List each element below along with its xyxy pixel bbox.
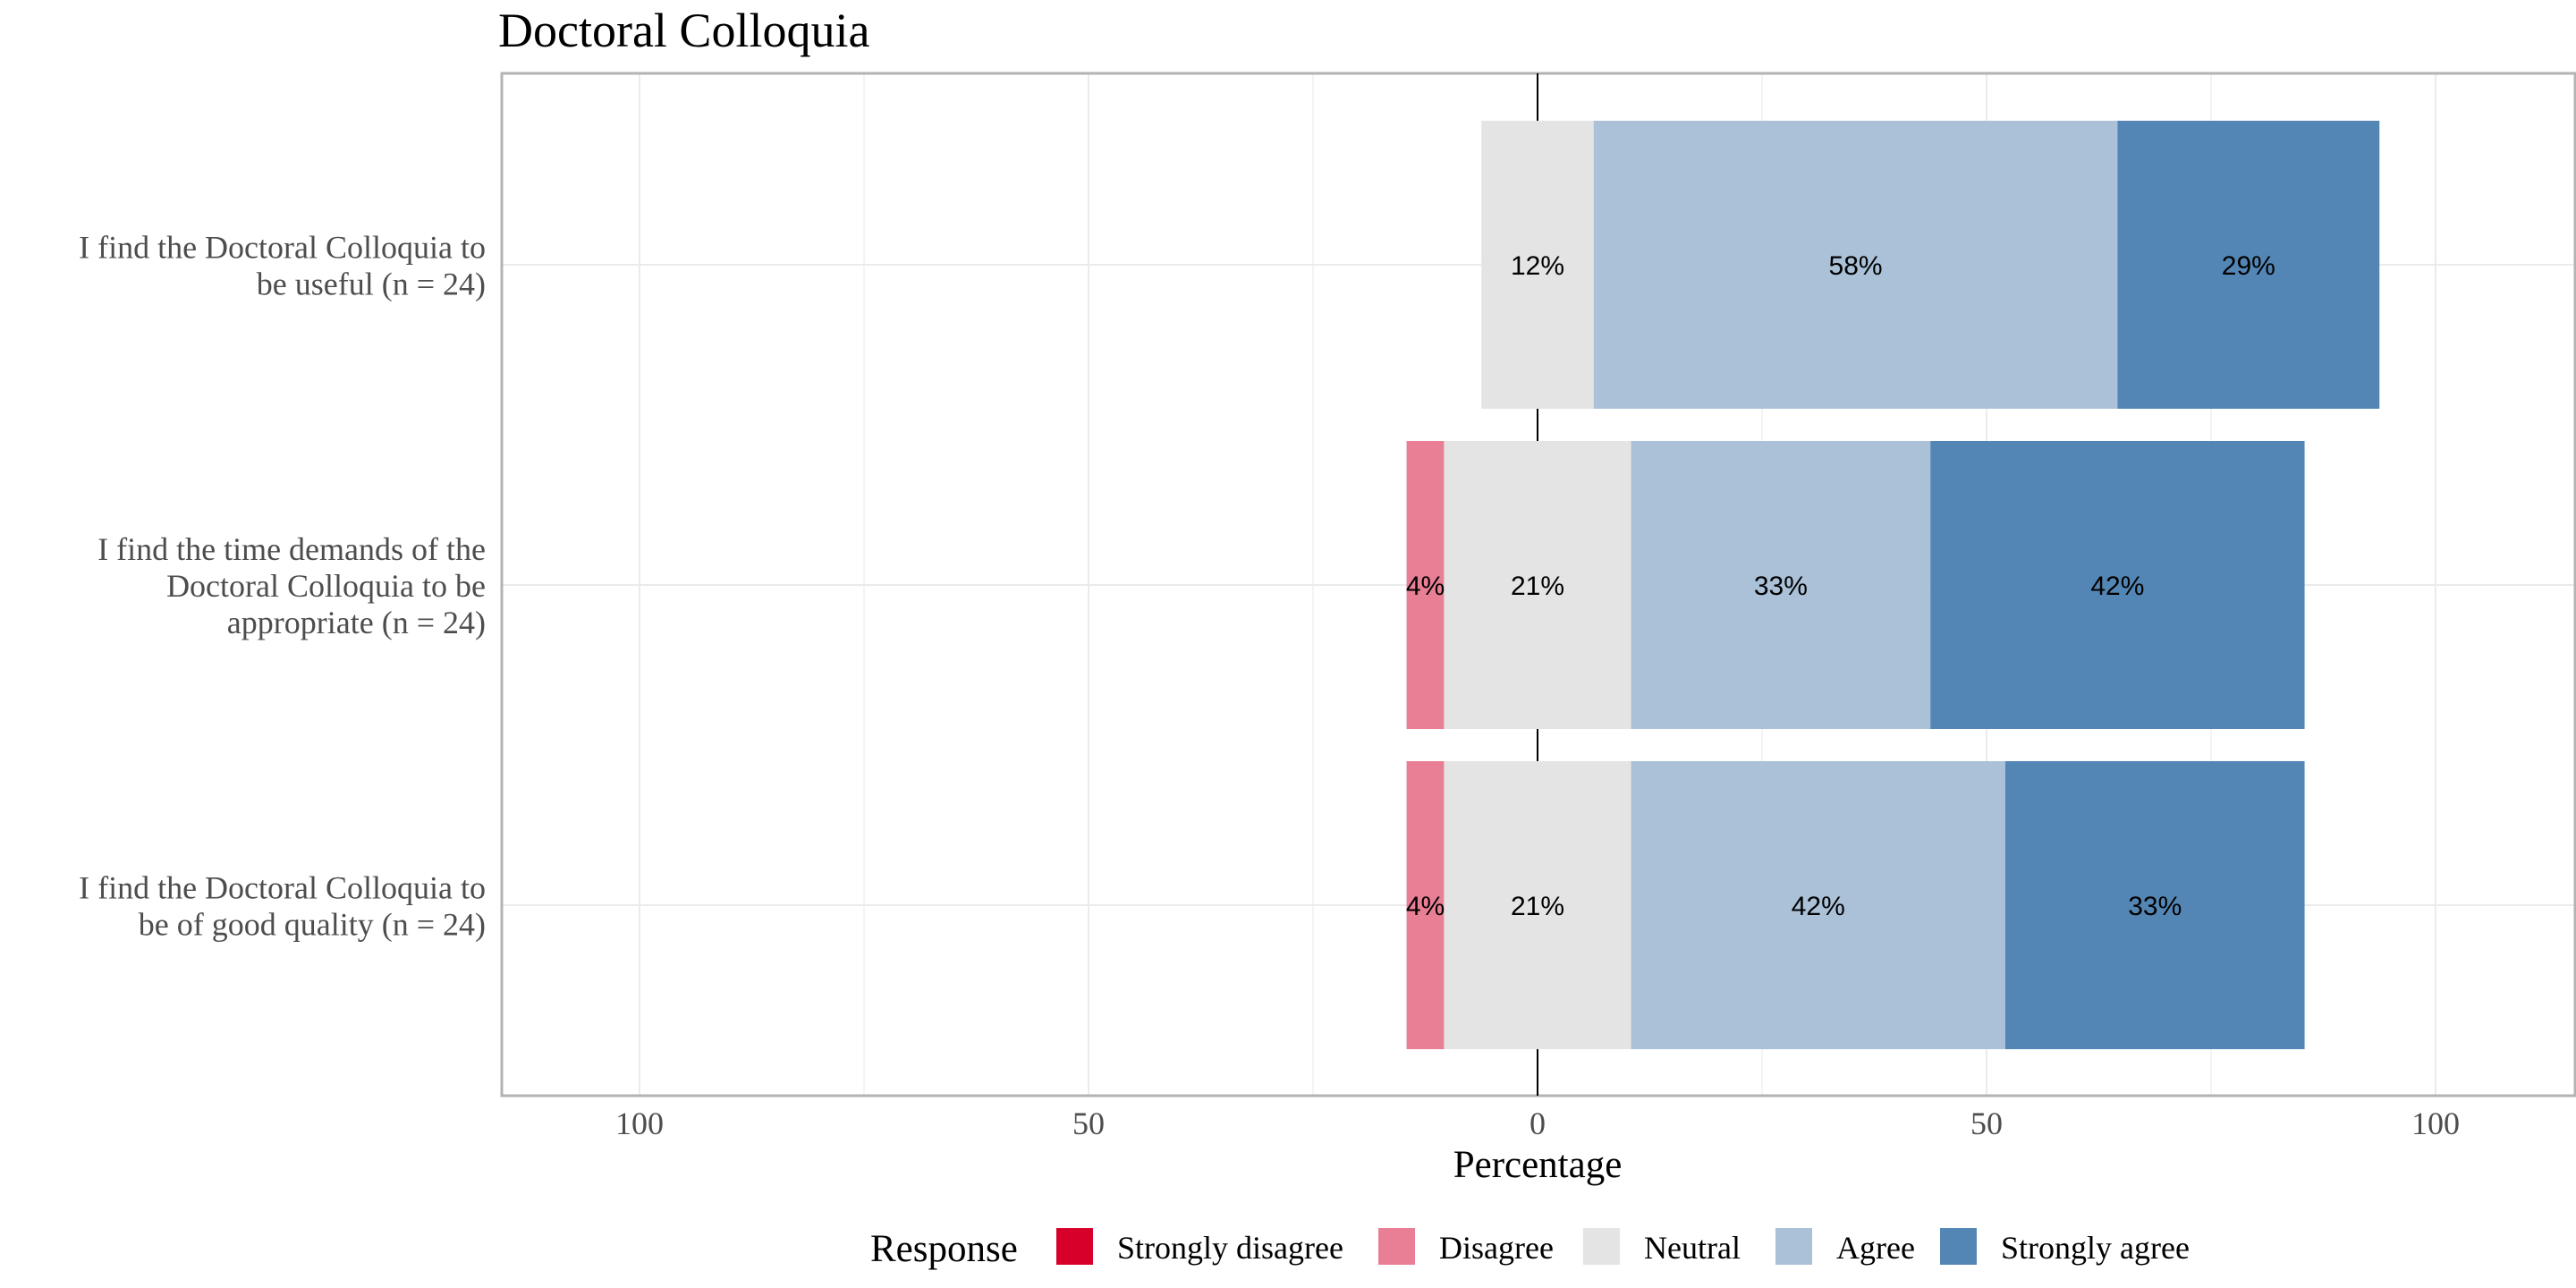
bar-segment-agree xyxy=(1631,441,1931,729)
bar-segment-neutral xyxy=(1444,441,1631,729)
bar-data-label: 4% xyxy=(1406,892,1445,921)
x-axis-tick-label: 0 xyxy=(1530,1106,1546,1141)
legend-label: Strongly disagree xyxy=(1117,1230,1343,1266)
bar-data-label: 33% xyxy=(1754,572,1808,601)
bar-segment-disagree xyxy=(1406,761,1445,1049)
bar-data-label: 21% xyxy=(1511,892,1564,921)
legend-key-agree xyxy=(1775,1228,1812,1265)
legend-key-strongly-agree xyxy=(1940,1228,1977,1265)
y-axis-label: I find the time demands of the xyxy=(97,531,486,567)
y-axis-label: Doctoral Colloquia to be xyxy=(166,568,486,604)
bar-segment-strongly-agree xyxy=(2117,121,2380,409)
chart-title: Doctoral Colloquia xyxy=(498,4,869,57)
y-axis-label: appropriate (n = 24) xyxy=(227,605,486,640)
y-axis-label: I find the Doctoral Colloquia to xyxy=(79,230,486,266)
x-axis-tick-label: 100 xyxy=(615,1106,664,1141)
x-axis-tick-label: 100 xyxy=(2411,1106,2460,1141)
bar-data-label: 33% xyxy=(2128,892,2182,921)
legend-label: Disagree xyxy=(1439,1230,1554,1266)
legend-key-disagree xyxy=(1378,1228,1415,1265)
bar-data-label: 29% xyxy=(2222,251,2275,281)
bar-data-label: 42% xyxy=(1792,892,1845,921)
x-axis-tick-label: 50 xyxy=(1072,1106,1105,1141)
bar-segment-strongly-agree xyxy=(1930,441,2305,729)
bar-data-label: 4% xyxy=(1406,572,1445,601)
legend-label: Strongly agree xyxy=(2001,1230,2190,1266)
legend-title: Response xyxy=(870,1228,1018,1270)
y-axis-label: be of good quality (n = 24) xyxy=(139,907,486,943)
legend-label: Neutral xyxy=(1644,1230,1741,1266)
x-axis-title: Percentage xyxy=(1453,1144,1623,1186)
y-axis-label: be useful (n = 24) xyxy=(257,267,486,302)
legend-key-strongly-disagree xyxy=(1056,1228,1093,1265)
x-axis-tick-label: 50 xyxy=(1970,1106,2003,1141)
legend-key-neutral xyxy=(1583,1228,1620,1265)
bar-segment-disagree xyxy=(1406,441,1445,729)
legend-label: Agree xyxy=(1836,1230,1915,1266)
legend: Response Strongly disagree Disagree Neutral… xyxy=(870,1228,2190,1270)
x-axis-ticks: 100 50 0 50 100 xyxy=(615,1106,2460,1141)
bar-segment-agree xyxy=(1631,761,2005,1049)
y-axis-label: I find the Doctoral Colloquia to xyxy=(79,870,486,906)
bar-data-label: 58% xyxy=(1829,251,1883,281)
bar-data-label: 12% xyxy=(1511,251,1564,281)
bar-data-label: 42% xyxy=(2090,572,2144,601)
labels-layer: 12% 58% 29% 4% 21% 33% 42% 4% 21% 42% 33% xyxy=(1406,251,2275,921)
bar-segment-neutral xyxy=(1481,121,1594,409)
bar-data-label: 21% xyxy=(1511,572,1564,601)
bars-layer xyxy=(1406,121,2380,1049)
bar-segment-agree xyxy=(1593,121,2118,409)
bar-segment-strongly-agree xyxy=(2004,761,2305,1049)
bar-segment-neutral xyxy=(1444,761,1631,1049)
